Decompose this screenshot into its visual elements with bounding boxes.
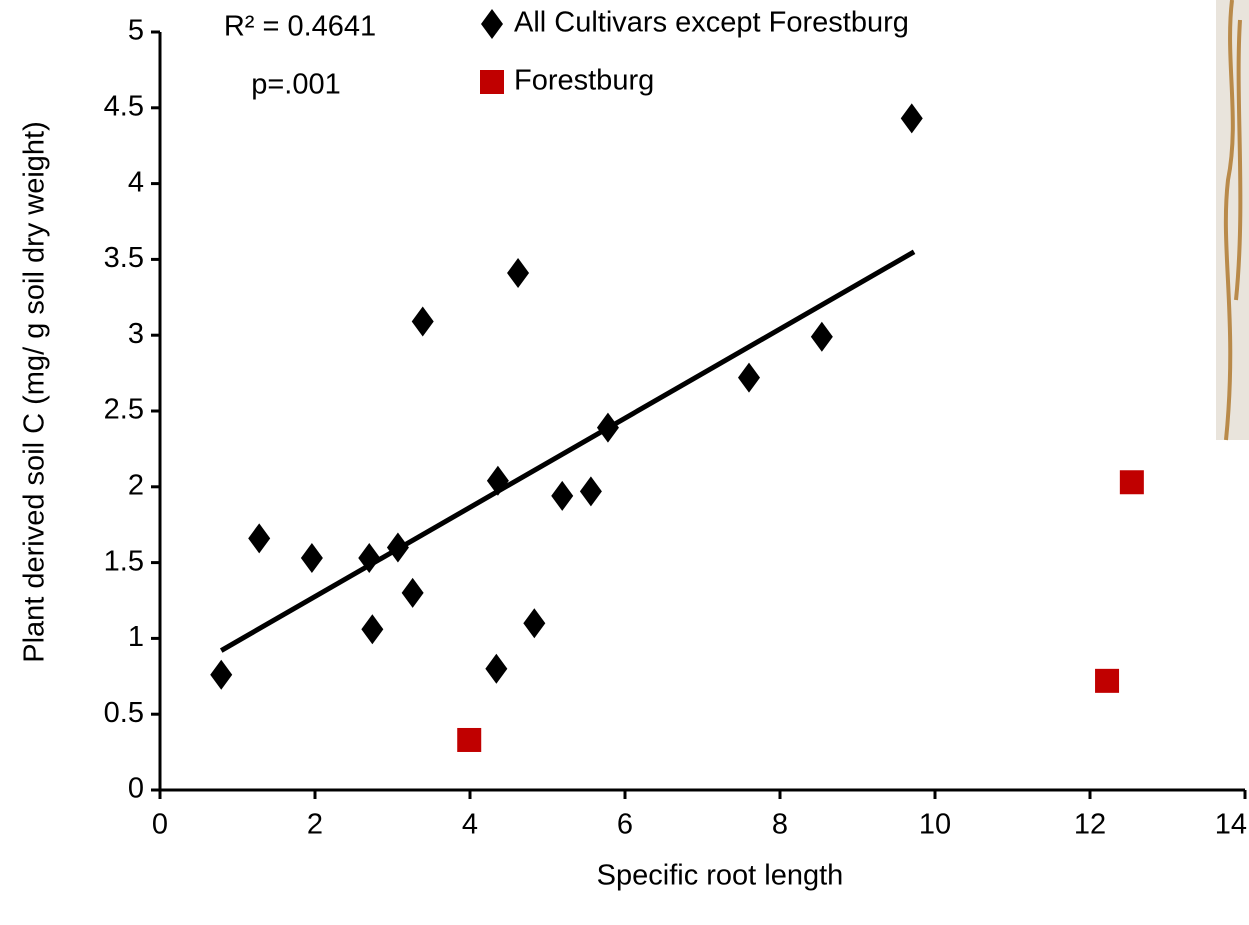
data-point [401, 577, 424, 608]
data-point [523, 608, 546, 639]
p-value: p=.001 [251, 69, 341, 101]
x-axis-label: Specific root length [597, 860, 844, 892]
legend-marker [480, 70, 504, 94]
x-tick-label: 8 [772, 809, 788, 841]
y-axis-label: Plant derived soil C (mg/ g soil dry wei… [19, 121, 51, 663]
y-tick-label: 3 [128, 318, 144, 350]
legend-marker [481, 9, 503, 39]
x-tick-label: 4 [462, 809, 478, 841]
x-tick-label: 14 [1215, 809, 1247, 841]
y-tick-label: 4 [128, 166, 144, 198]
legend-label: All Cultivars except Forestburg [514, 7, 909, 39]
data-point [486, 465, 509, 496]
y-tick-label: 1 [128, 621, 144, 653]
data-point [300, 543, 323, 574]
data-point [457, 727, 482, 752]
r-squared: R² = 0.4641 [224, 11, 376, 43]
y-tick-label: 0 [128, 773, 144, 805]
x-tick-label: 0 [152, 809, 168, 841]
x-tick-label: 6 [617, 809, 633, 841]
root-photo-detail [1223, 0, 1243, 441]
data-point [551, 480, 574, 511]
data-point [1095, 668, 1120, 693]
data-point [1119, 470, 1144, 495]
data-point [579, 476, 602, 507]
data-point [900, 103, 923, 134]
data-point [507, 258, 530, 289]
data-point [810, 321, 833, 352]
y-tick-label: 3.5 [104, 242, 144, 274]
data-point [210, 659, 233, 690]
data-point [358, 543, 381, 574]
data-point [411, 306, 434, 337]
data-point [738, 362, 760, 393]
y-tick-label: 5 [128, 15, 144, 47]
data-point [485, 653, 508, 684]
y-tick-label: 4.5 [104, 90, 144, 122]
y-tick-label: 2 [128, 469, 144, 501]
y-tick-label: 0.5 [104, 697, 144, 729]
data-point [248, 523, 271, 554]
x-tick-label: 12 [1074, 809, 1106, 841]
data-point [361, 614, 384, 645]
trendline [219, 249, 916, 653]
legend-label: Forestburg [514, 65, 654, 97]
y-tick-label: 1.5 [104, 545, 144, 577]
y-tick-label: 2.5 [104, 394, 144, 426]
data-point [596, 412, 619, 443]
data-point [386, 532, 409, 563]
x-tick-label: 10 [919, 809, 951, 841]
x-tick-label: 2 [307, 809, 323, 841]
